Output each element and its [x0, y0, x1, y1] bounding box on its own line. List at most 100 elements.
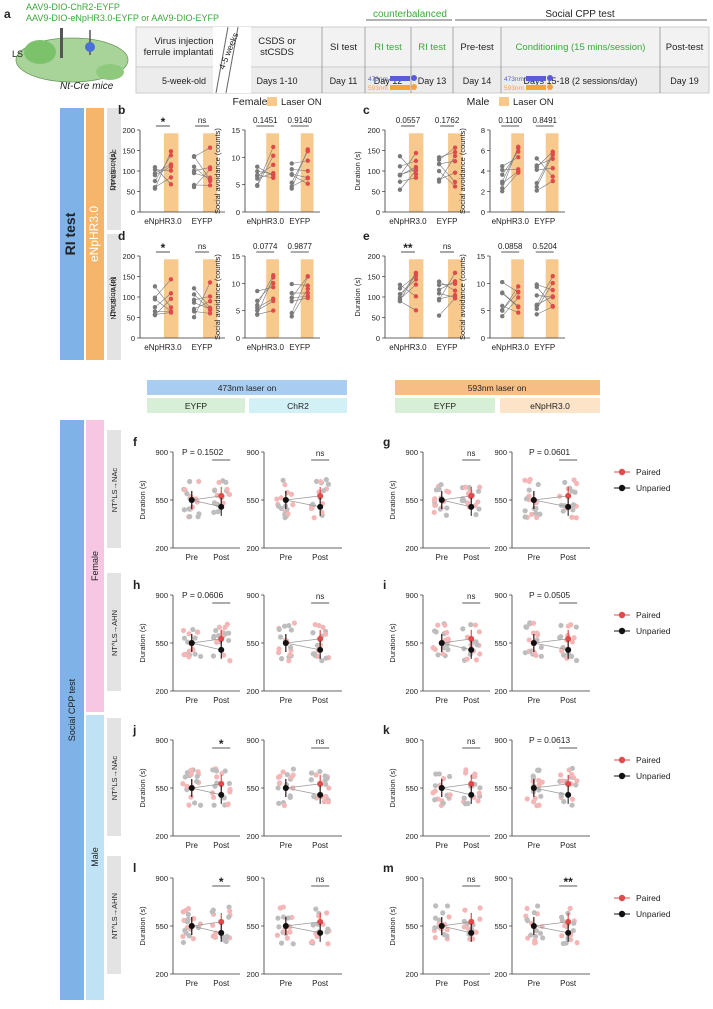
y-tick-label: 900 — [494, 448, 507, 457]
post-dot — [551, 166, 555, 170]
pre-dot — [290, 282, 294, 286]
paired-dot — [227, 658, 232, 663]
y-tick-label: 200 — [494, 687, 507, 696]
post-dot — [414, 159, 418, 163]
y-tick-label: 550 — [405, 784, 418, 793]
p-value-label: 0.1100 — [498, 116, 522, 125]
pre-dot — [437, 298, 441, 302]
paired-dot — [186, 654, 191, 659]
paired-dot — [274, 497, 279, 502]
unpaired-dot — [276, 924, 281, 929]
post-dot — [453, 184, 457, 188]
paired-dot — [285, 511, 290, 516]
unpaired-dot — [278, 634, 283, 639]
sig-label: ns — [198, 242, 206, 251]
y-tick-label: 900 — [494, 736, 507, 745]
paired-dot — [524, 906, 529, 911]
legend-paired: Paired — [636, 610, 661, 620]
unpaired-mean — [468, 930, 474, 936]
post-dot — [271, 154, 275, 158]
unpaired-dot — [562, 480, 567, 485]
post-dot — [414, 282, 418, 286]
unpaired-dot — [182, 636, 187, 641]
unpaired-dot — [186, 917, 191, 922]
post-dot — [169, 305, 173, 309]
ferrule-icon — [60, 28, 63, 58]
unpaired-mean — [565, 792, 571, 798]
x-tick-label: Pre — [186, 841, 199, 850]
unpaired-mean — [317, 647, 323, 653]
unpaired-dot — [445, 647, 450, 652]
unpaired-mean — [565, 504, 571, 510]
y-tick-label: 50 — [372, 188, 380, 197]
pre-dot — [192, 298, 196, 302]
y-tick-label: 0 — [376, 334, 380, 343]
unpaired-dot — [193, 651, 198, 656]
unpaired-dot — [570, 766, 575, 771]
social-cpp-label: Social CPP test — [545, 9, 615, 20]
unpaired-dot — [312, 651, 317, 656]
y-tick-label: 550 — [405, 639, 418, 648]
unpaired-dot — [432, 925, 437, 930]
unpaired-dot — [441, 801, 446, 806]
sig-label: ns — [316, 449, 324, 458]
unpaired-dot — [276, 504, 281, 509]
stage-bottom-label: Day 14 — [463, 76, 492, 86]
unpaired-dot — [538, 794, 543, 799]
unpaired-dot — [288, 795, 293, 800]
sig-label: * — [161, 241, 166, 255]
paired-dot — [472, 774, 477, 779]
pre-dot — [437, 313, 441, 317]
paired-dot — [214, 774, 219, 779]
y-tick-label: 900 — [155, 736, 168, 745]
y-axis-label: Duration (s) — [353, 151, 362, 191]
paired-dot — [446, 914, 451, 919]
y-tick-label: 550 — [246, 922, 259, 931]
unpaired-dot — [557, 635, 562, 640]
pre-dot — [398, 188, 402, 192]
unpaired-dot — [212, 803, 217, 808]
unpaired-dot — [182, 928, 187, 933]
y-tick-label: 2 — [481, 188, 485, 197]
y-tick-label: 550 — [155, 922, 168, 931]
legend-paired: Paired — [636, 755, 661, 765]
post-dot — [551, 157, 555, 161]
y-tick-label: 550 — [494, 784, 507, 793]
laser-legend-swatch — [267, 97, 277, 106]
y-tick-label: 900 — [246, 874, 259, 883]
unpaired-dot — [193, 635, 198, 640]
paired-dot — [568, 622, 573, 627]
y-tick-label: 0 — [131, 208, 135, 217]
y-tick-label: 900 — [155, 874, 168, 883]
stage-bottom-label: 5-week-old — [162, 76, 206, 86]
p-value-label: 0.5204 — [533, 242, 558, 251]
post-dot — [169, 164, 173, 168]
post-dot — [271, 285, 275, 289]
post-dot — [551, 179, 555, 183]
paired-dot — [318, 479, 323, 484]
pre-dot — [398, 164, 402, 168]
paired-dot — [533, 940, 538, 945]
panel-letter: e — [363, 229, 370, 243]
paired-dot — [432, 510, 437, 515]
post-dot — [516, 295, 520, 299]
paired-dot — [292, 620, 297, 625]
paired-dot — [222, 625, 227, 630]
x-tick-label: Pre — [186, 553, 199, 562]
y-axis-label: Duration (s) — [108, 277, 117, 317]
paired-dot — [560, 778, 565, 783]
paired-dot — [214, 640, 219, 645]
stage-top-label: RI test — [374, 42, 402, 53]
unpaired-mean — [565, 930, 571, 936]
pre-dot — [153, 179, 157, 183]
x-tick-label: Pre — [280, 841, 293, 850]
stage-bottom-label: Days 1-10 — [256, 76, 297, 86]
y-tick-label: 200 — [405, 832, 418, 841]
panel-letter: c — [363, 103, 370, 117]
post-dot — [551, 294, 555, 298]
post-dot — [306, 291, 310, 295]
